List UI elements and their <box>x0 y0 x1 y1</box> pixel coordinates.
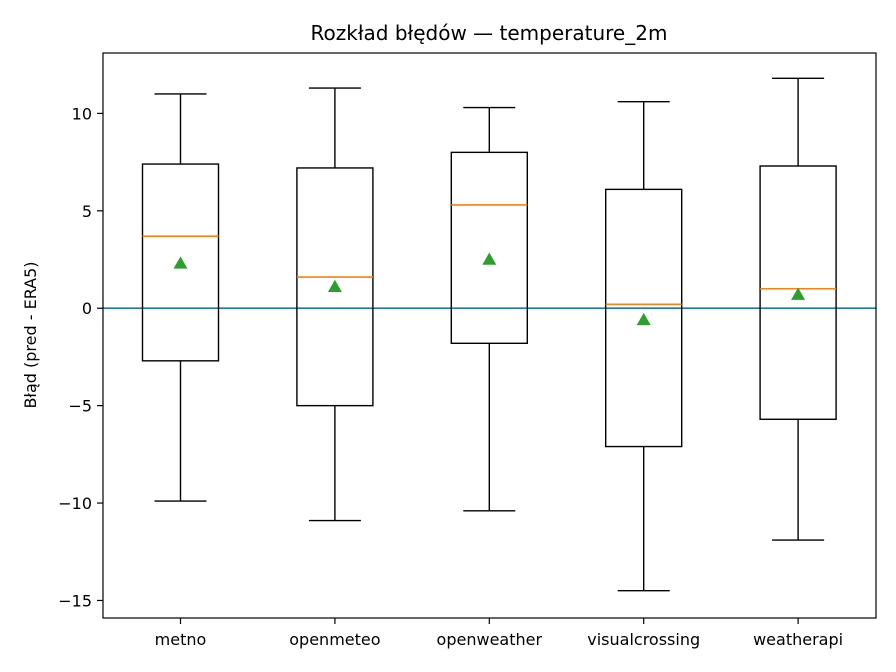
y-tick-label-4: −10 <box>58 494 92 513</box>
box-visualcrossing <box>605 188 683 448</box>
x-tick-label-openmeteo: openmeteo <box>289 630 380 649</box>
plot-area: 10 5 0 −5 −10 −15 metno openmeteo openweather vis… <box>58 52 877 649</box>
mean-marker-visualcrossing <box>636 312 651 326</box>
y-axis-label: Błąd (pred - ERA5) <box>21 261 40 408</box>
mean-marker-openmeteo <box>327 279 342 293</box>
y-tick-label-0: 10 <box>72 104 92 123</box>
x-tick-label-weatherapi: weatherapi <box>753 630 843 649</box>
y-tick-label-1: 5 <box>82 202 92 221</box>
box-openmeteo <box>296 167 374 407</box>
y-tick-label-3: −5 <box>68 397 92 416</box>
box-weatherapi <box>759 165 837 420</box>
x-tick-label-visualcrossing: visualcrossing <box>587 630 700 649</box>
y-tick-label-2: 0 <box>82 299 92 318</box>
chart-title: Rozkład błędów — temperature_2m <box>311 21 668 45</box>
box-openweather <box>450 151 528 344</box>
mean-marker-metno <box>173 256 188 269</box>
x-tick-label-metno: metno <box>155 630 207 649</box>
mean-marker-weatherapi <box>791 287 806 300</box>
y-tick-label-5: −15 <box>58 591 92 610</box>
x-tick-label-openweather: openweather <box>437 630 543 649</box>
box-metno <box>141 163 220 362</box>
mean-marker-openweather <box>482 252 497 265</box>
